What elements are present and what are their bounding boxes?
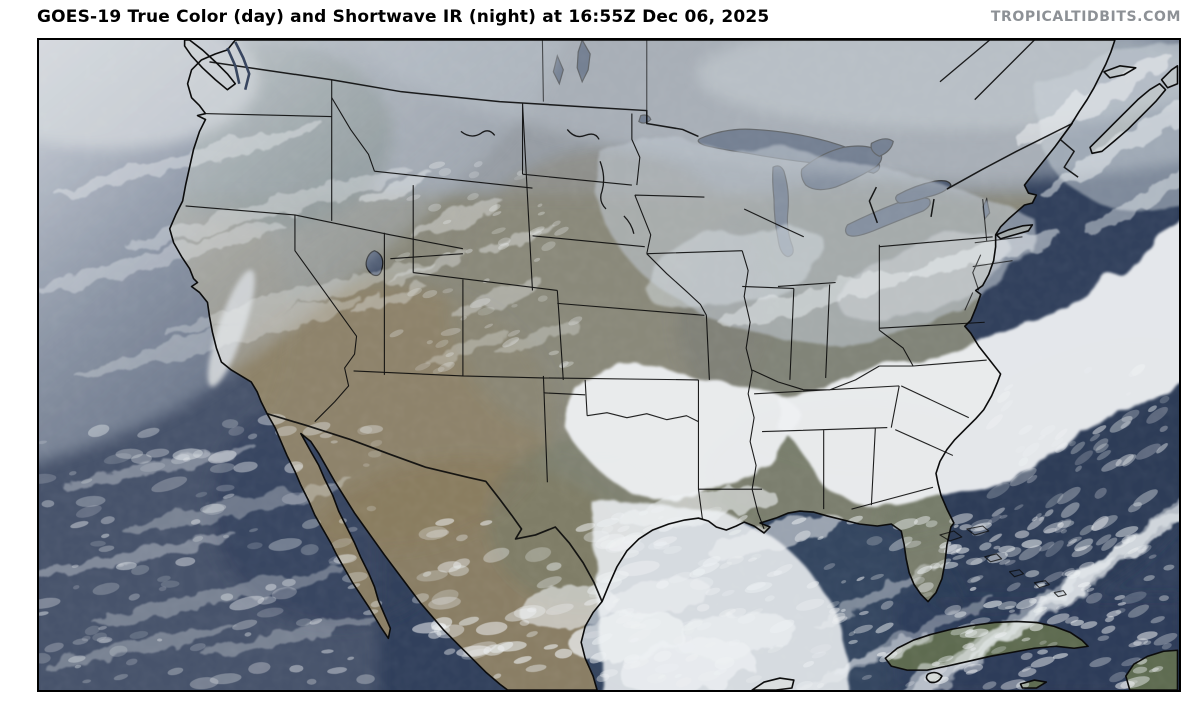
image-title: GOES-19 True Color (day) and Shortwave I… — [37, 7, 770, 27]
header-bar: GOES-19 True Color (day) and Shortwave I… — [0, 0, 1200, 38]
satellite-map-frame — [37, 38, 1181, 692]
satellite-map — [39, 40, 1179, 690]
watermark-tropicaltidbits: TROPICALTIDBITS.COM — [990, 9, 1181, 25]
border-overlay — [185, 40, 1079, 602]
